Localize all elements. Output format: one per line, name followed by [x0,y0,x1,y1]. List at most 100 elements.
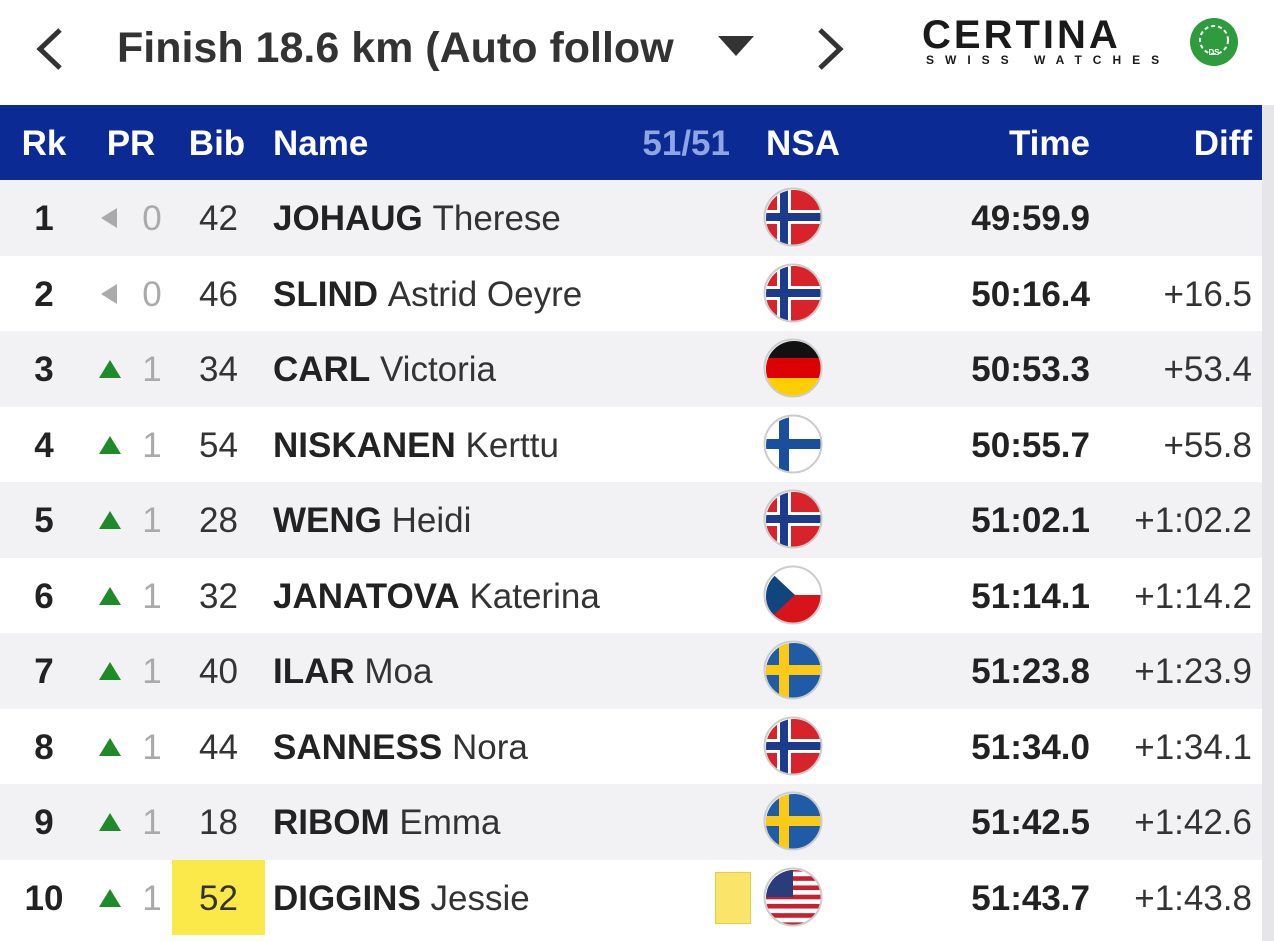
flag-part [766,213,822,221]
position-change-icon [99,888,121,907]
table-row: 8 1 44 SANNESS Nora 51:34.0 +1:34.1 [0,708,1262,784]
bib: 18 [199,803,238,842]
bib: 34 [199,350,238,389]
position-change: 1 [142,803,162,842]
spacer [456,426,466,465]
time: 51:23.8 [971,652,1090,691]
position-change: 1 [142,652,162,691]
time: 51:43.7 [971,878,1090,918]
title[interactable]: Finish 18.6 km (Auto follow [117,24,674,72]
flag-part [763,414,823,473]
column-header: Name [273,124,369,163]
flag-part [766,643,822,699]
flag-part [99,813,121,831]
flag-part [766,903,822,909]
flag-part [766,741,822,750]
flag-part [766,341,822,358]
marker [715,871,751,924]
last-name: CARL [273,350,371,389]
flag-part [101,208,117,228]
name: RIBOM Emma [273,784,501,861]
bib: 46 [199,274,238,314]
flag-part [766,894,822,899]
back-arrow[interactable] [30,26,70,72]
first-name: Emma [399,803,501,842]
forward-arrow-icon [818,28,844,70]
position-change: 1 [142,878,162,918]
table-row: 6 1 32 JANATOVA Katerina 51:14.1 +1:14.2 [0,557,1262,633]
flag-part [763,187,823,247]
flag-part [766,921,822,926]
table-row: 5 1 28 WENG Heidi 51:02.1 +1:02.2 [0,482,1262,558]
position-change-icon [99,360,121,378]
last-name: DIGGINS [273,878,421,918]
logo: CERTINA SWISS WATCHES DS [922,13,1238,67]
first-name: Victoria [379,350,497,389]
logo-tagline: SWISS WATCHES [926,53,1170,67]
flag-part [99,511,121,529]
dropdown-icon [718,36,754,56]
name: DIGGINS Jessie [273,860,530,937]
position-change-icon [99,586,121,605]
rank: 3 [34,350,54,389]
flag-part [766,265,822,322]
column-header: Rk [21,124,67,163]
time: 50:53.3 [971,350,1090,389]
bib: 28 [199,501,238,540]
flag-part [766,665,822,675]
position-change: 0 [142,199,162,238]
position-change: 1 [142,501,162,540]
flag-part [766,869,793,897]
back-arrow-icon [36,28,62,70]
spacer [370,350,380,389]
rank: 7 [34,652,54,691]
last-name: ILAR [273,652,355,691]
position-change-icon [99,662,121,680]
flag-part [763,338,823,398]
bib: 32 [199,576,238,616]
time: 50:55.7 [971,425,1090,465]
flag-part [763,791,823,851]
bib: 40 [199,652,238,691]
table-row: 9 1 18 RIBOM Emma 51:42.5 +1:42.6 [0,784,1262,860]
bib: 44 [199,727,238,767]
flag-part [766,341,822,397]
flag [763,489,823,549]
column-header: PR [106,124,156,163]
flag-part [763,640,823,700]
name: JOHAUG Therese [273,180,561,257]
flag-part [99,435,121,454]
flag-part [766,884,822,890]
rank: 1 [34,199,54,238]
last-name: SANNESS [273,727,443,767]
flag-part [766,816,822,826]
forward-arrow[interactable] [810,26,850,72]
table-header: Rk PR Bib Name 51/51 NSA Time Diff [0,105,1262,180]
first-name: Nora [451,727,528,767]
position-change: 1 [142,425,162,465]
rank: 8 [34,727,54,767]
bib: 52 [199,878,238,918]
last-name: WENG [273,501,382,540]
rank: 4 [34,425,54,465]
table-row: 3 1 34 CARL Victoria 50:53.3 +53.4 [0,331,1262,407]
time: 51:34.0 [971,727,1090,767]
column-header: Bib [188,124,246,163]
diff: +1:34.1 [1134,727,1252,767]
flag-part [101,283,117,304]
spacer [355,652,365,691]
bib-highlight [172,859,265,935]
diff: +1:42.6 [1134,803,1252,842]
flag [763,791,823,851]
diff: +16.5 [1163,274,1252,314]
position-change-icon [99,511,121,529]
logo-turtle [1190,18,1238,66]
dropdown[interactable] [716,34,756,60]
position-change: 1 [142,576,162,616]
flag-part [766,869,822,926]
position-change-icon [99,435,121,454]
rank: 5 [34,501,54,540]
bib: 42 [199,199,238,238]
first-name: Kerttu [465,425,559,465]
flag-part [766,358,822,378]
